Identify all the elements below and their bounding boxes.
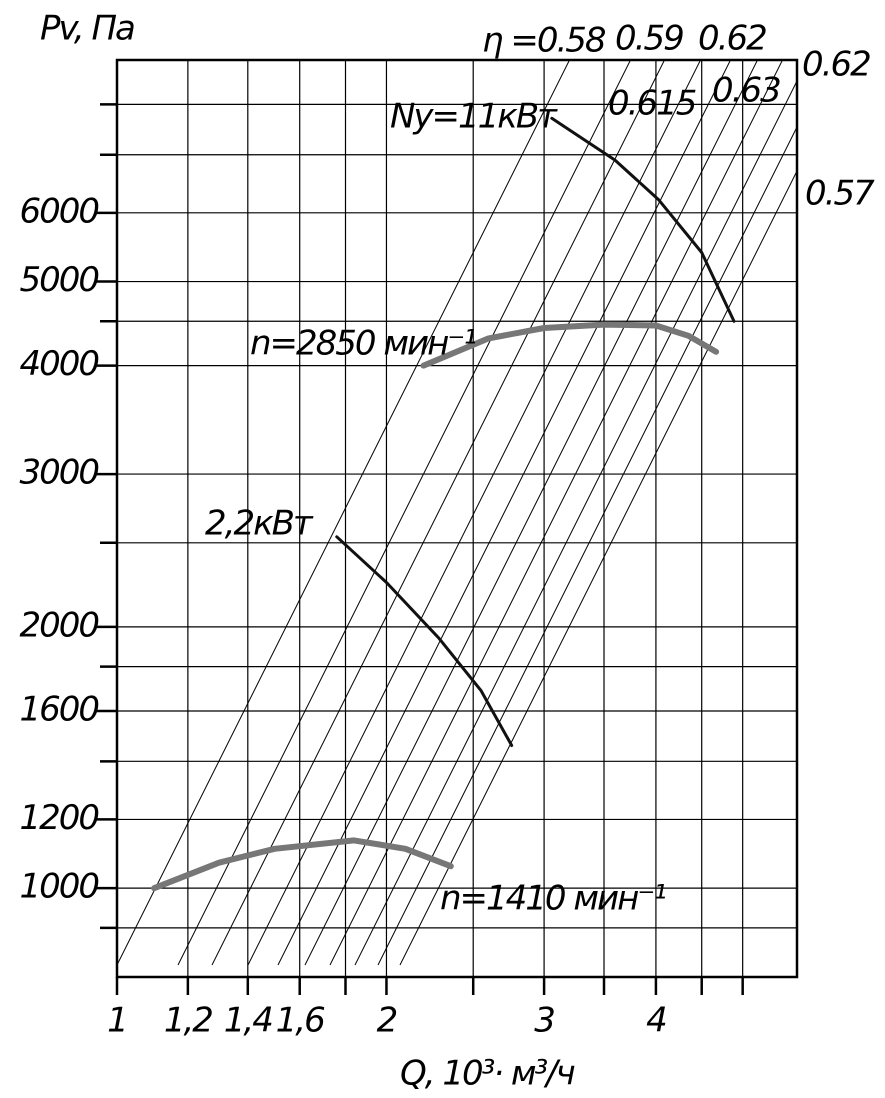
x-axis-label: Q, 10³· м³/ч	[400, 1054, 575, 1094]
curve	[550, 116, 736, 323]
system-lines	[117, 60, 797, 966]
system-line	[247, 60, 702, 966]
y-tick-label: 1600	[19, 690, 98, 730]
y-tick-label: 1200	[19, 798, 98, 838]
series-label: n=2850 мин⁻¹	[250, 324, 475, 364]
system-line	[277, 60, 732, 966]
system-line	[304, 60, 759, 966]
x-tick-label: 2	[377, 1001, 397, 1041]
y-tick-label: 4000	[19, 344, 98, 384]
y-tick-label: 1000	[19, 867, 98, 907]
x-tick-label: 3	[534, 1001, 554, 1041]
y-axis-label: Pv, Па	[40, 9, 134, 49]
efficiency-label: 0.62	[802, 45, 870, 85]
system-line	[117, 60, 571, 966]
curve	[151, 837, 454, 892]
system-line	[354, 79, 797, 966]
x-tick-label: 4	[646, 1001, 666, 1041]
y-tick-label: 2000	[19, 605, 98, 645]
efficiency-label: η =0.58	[482, 21, 606, 61]
system-line	[177, 60, 632, 966]
y-tick-label: 5000	[19, 260, 98, 300]
series-label: 2,2кВт	[205, 504, 314, 544]
series-label: Ny=11кВт	[390, 97, 558, 137]
efficiency-label: 0.62	[698, 19, 766, 59]
system-line	[329, 60, 784, 966]
curve	[335, 535, 514, 747]
x-tick-label: 1	[107, 1001, 127, 1041]
efficiency-label: 0.63	[712, 71, 780, 111]
x-tick-label: 1,2	[164, 1001, 212, 1041]
y-tick-label: 3000	[19, 453, 98, 493]
x-tick-label: 1,6	[276, 1001, 325, 1041]
efficiency-label: 0.57	[805, 174, 875, 214]
series-label: n=1410 мин⁻¹	[440, 879, 665, 919]
efficiency-label: 0.615	[608, 84, 696, 124]
system-line	[399, 169, 797, 966]
efficiency-label: 0.59	[615, 19, 683, 59]
x-tick-label: 1,4	[224, 1001, 272, 1041]
y-tick-label: 6000	[19, 191, 98, 231]
system-line	[377, 125, 797, 966]
system-line	[211, 60, 666, 966]
curve	[420, 321, 720, 369]
